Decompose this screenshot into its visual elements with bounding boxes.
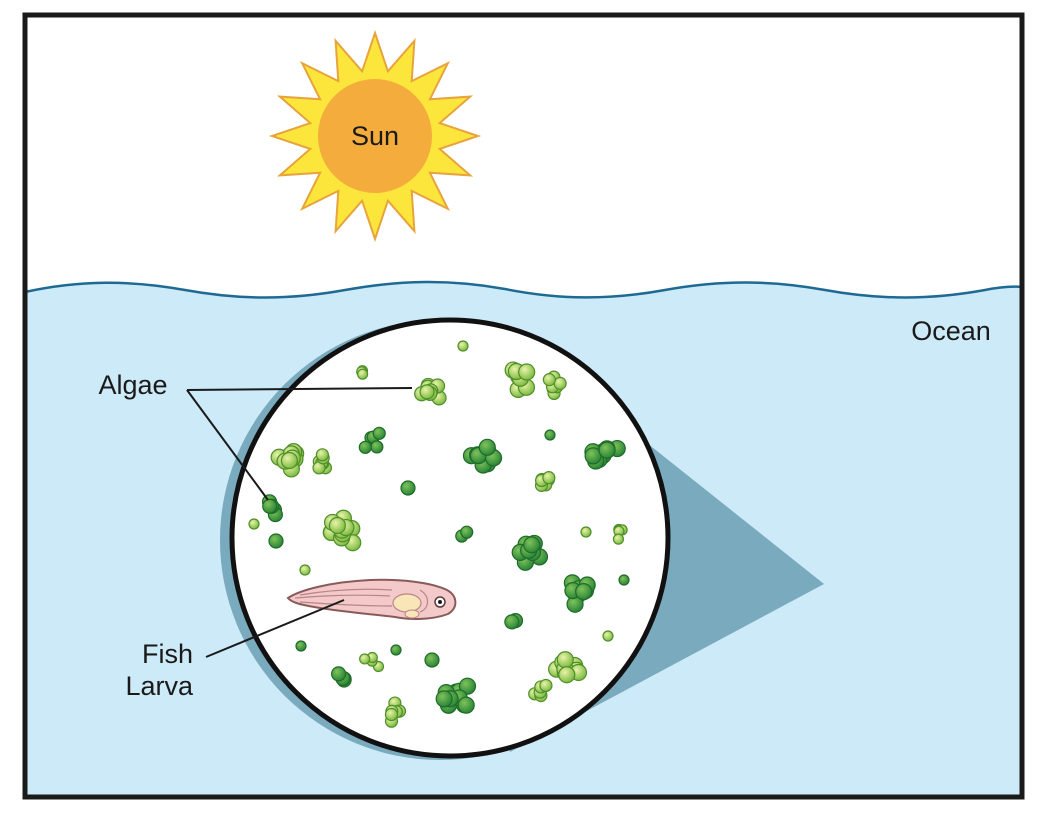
fish-larva-icon [286, 578, 457, 620]
algae-cell [457, 340, 469, 352]
sun-icon [268, 29, 482, 243]
algae-cell [542, 471, 556, 485]
sun-label: Sun [351, 121, 399, 151]
algae-cell [598, 441, 616, 459]
algae-cell [328, 516, 347, 535]
algae-cell [424, 652, 440, 668]
algae-cell [612, 533, 625, 545]
algae-cell [435, 690, 453, 708]
algae-cell [372, 426, 386, 440]
algae-field [248, 340, 630, 728]
algae-cell [602, 630, 614, 642]
wave-line [24, 280, 1023, 299]
algae-cell [504, 614, 520, 630]
fish-larva-label-line1: Fish [142, 639, 193, 669]
algae-cell [359, 653, 371, 665]
fish-larva-label-line2: Larva [125, 671, 194, 701]
algae-leader-line-left [186, 389, 269, 501]
algae-cell [460, 525, 474, 539]
algae-cell [523, 536, 541, 554]
fish-leader-line [205, 599, 345, 658]
algae-leader-line-top [186, 387, 413, 391]
algae-cell [458, 677, 477, 695]
algae-cell [542, 373, 556, 387]
algae-cell [390, 644, 402, 656]
algae-cell [575, 583, 593, 601]
algae-cell [400, 480, 416, 496]
algae-cell [539, 678, 553, 693]
leader-lines [186, 387, 413, 658]
algae-cell [356, 368, 369, 380]
algae-cell [558, 666, 576, 684]
algae-cell [330, 666, 347, 682]
magnifier-circle [229, 317, 671, 759]
algae-cell [419, 384, 435, 400]
algae-cell [518, 363, 536, 381]
algae-cell [556, 651, 574, 669]
algae-cell [478, 438, 496, 456]
algae-cell [315, 448, 329, 462]
algae-cell [580, 526, 592, 538]
algae-cell [358, 440, 372, 454]
algae-cell [268, 533, 284, 549]
algae-cell [262, 498, 278, 514]
algae-cell [248, 518, 260, 530]
algae-cell [384, 707, 399, 722]
ocean-label: Ocean [911, 316, 991, 346]
algae-cell [295, 640, 307, 652]
algae-cell [618, 574, 630, 586]
algae-cell [553, 376, 567, 390]
algae-cell [280, 451, 298, 470]
diagram-frame [22, 12, 1025, 800]
algae-cell [370, 440, 384, 454]
algae-cell [457, 696, 475, 714]
algae-cell [544, 429, 556, 441]
algae-cell [299, 564, 311, 576]
algae-label: Algae [98, 370, 167, 400]
